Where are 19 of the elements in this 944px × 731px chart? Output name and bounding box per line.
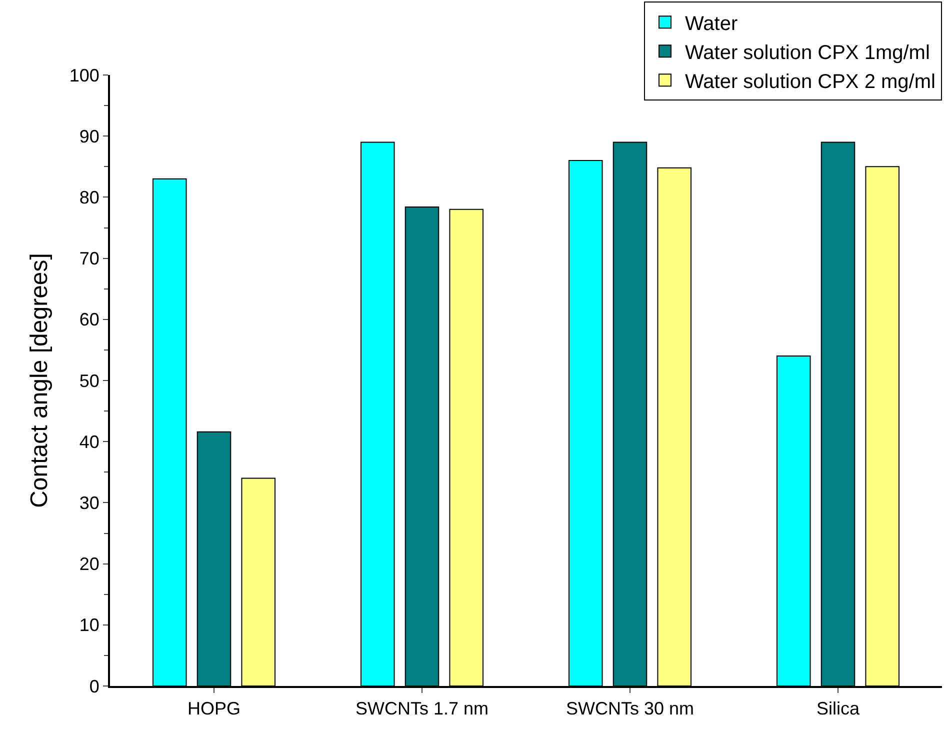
- legend-label: Water: [685, 12, 738, 35]
- y-tick-label: 60: [79, 310, 100, 330]
- y-tick-label: 30: [79, 493, 100, 513]
- x-tick-label: SWCNTs 1.7 nm: [355, 698, 489, 719]
- y-tick-label: 100: [69, 65, 100, 86]
- y-tick-label: 70: [79, 248, 100, 269]
- legend-label: Water solution CPX 1mg/ml: [685, 42, 930, 64]
- legend-label: Water solution CPX 2 mg/ml: [685, 70, 936, 93]
- y-tick-label: 90: [79, 126, 100, 146]
- y-tick-label: 80: [79, 188, 100, 208]
- x-tick-label: HOPG: [187, 698, 241, 719]
- y-tick-label: 10: [79, 615, 100, 636]
- y-tick-label: 20: [79, 554, 100, 574]
- x-tick-label: Silica: [816, 698, 860, 719]
- y-tick-label: 50: [79, 370, 100, 391]
- y-axis-title: Contact angle [degrees]: [26, 253, 53, 508]
- x-tick-label: SWCNTs 30 nm: [566, 698, 694, 719]
- y-tick-label: 0: [89, 676, 100, 696]
- y-tick-label: 40: [79, 432, 100, 452]
